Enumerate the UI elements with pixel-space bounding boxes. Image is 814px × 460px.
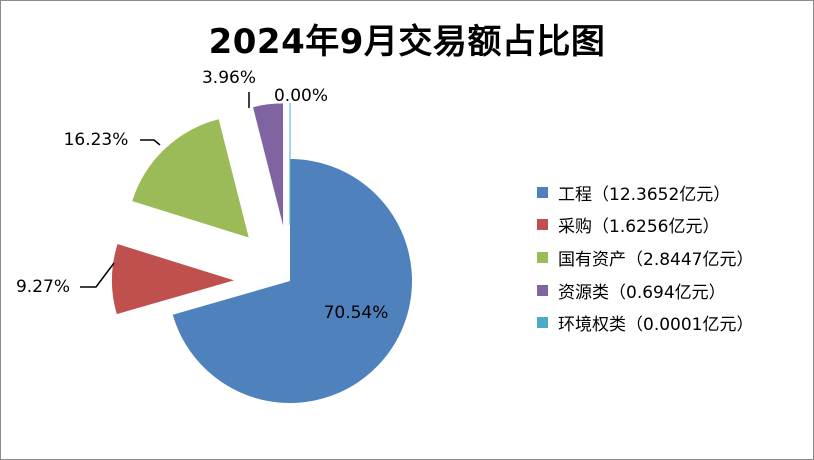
legend-item-1: 工程（12.3652亿元）	[537, 176, 753, 209]
legend-label: 环境权类（0.0001亿元）	[558, 315, 754, 336]
legend-label: 资源类（0.694亿元）	[558, 282, 726, 303]
leader-line-2	[80, 262, 115, 288]
data-label-3: 16.23%	[64, 130, 129, 150]
leader-line-3	[140, 139, 161, 146]
legend-item-4: 资源类（0.694亿元）	[537, 274, 753, 307]
legend-swatch	[537, 284, 548, 296]
data-label-5: 0.00%	[274, 86, 328, 106]
pie-slice-2	[112, 244, 235, 315]
legend-label: 工程（12.3652亿元）	[558, 184, 731, 205]
chart-title: 2024年9月交易额占比图	[208, 22, 606, 62]
legend-item-5: 环境权类（0.0001亿元）	[537, 306, 753, 339]
pie-slice-3	[132, 119, 249, 238]
legend-swatch	[537, 219, 548, 231]
legend-swatch	[537, 317, 548, 329]
data-label-2: 9.27%	[16, 277, 70, 297]
legend: 工程（12.3652亿元） 采购（1.6256亿元） 国有资产（2.8447亿元） 资…	[537, 176, 753, 339]
legend-swatch	[537, 186, 548, 198]
data-label-4: 3.96%	[202, 68, 256, 88]
pie-slice-4	[253, 103, 284, 226]
legend-label: 采购（1.6256亿元）	[558, 217, 720, 238]
legend-item-2: 采购（1.6256亿元）	[537, 209, 753, 242]
legend-item-3: 国有资产（2.8447亿元）	[537, 241, 753, 274]
pie-slice-1	[172, 159, 413, 404]
legend-label: 国有资产（2.8447亿元）	[558, 249, 754, 270]
legend-swatch	[537, 251, 548, 263]
data-label-1: 70.54%	[324, 303, 389, 323]
